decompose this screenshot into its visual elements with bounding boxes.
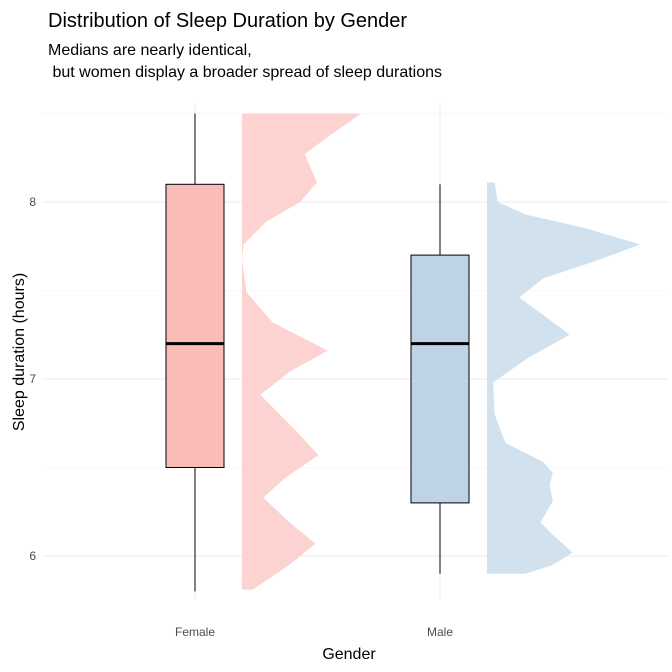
y-tick-label: 7 bbox=[29, 372, 36, 386]
x-tick-label: Male bbox=[427, 625, 453, 639]
y-tick-label: 8 bbox=[29, 195, 36, 209]
x-tick-label: Female bbox=[175, 625, 215, 639]
chart-subtitle-line-2: but women display a broader spread of sl… bbox=[48, 64, 442, 81]
y-tick-label: 6 bbox=[29, 549, 36, 563]
box-female bbox=[165, 183, 225, 469]
x-axis-title: Gender bbox=[322, 646, 376, 663]
y-axis-title: Sleep duration (hours) bbox=[11, 273, 28, 431]
chart-title: Distribution of Sleep Duration by Gender bbox=[48, 10, 407, 32]
box-male bbox=[410, 254, 470, 504]
chart-subtitle-line-1: Medians are nearly identical, bbox=[48, 42, 252, 59]
density-female bbox=[242, 113, 362, 590]
density-male bbox=[487, 182, 640, 574]
